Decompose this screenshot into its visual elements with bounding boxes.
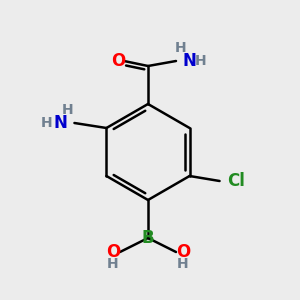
- Text: O: O: [111, 52, 125, 70]
- Text: H: H: [107, 257, 119, 271]
- Text: H: H: [195, 54, 207, 68]
- Text: H: H: [61, 103, 73, 117]
- Text: N: N: [182, 52, 196, 70]
- Text: B: B: [142, 229, 154, 247]
- Text: H: H: [41, 116, 52, 130]
- Text: O: O: [106, 243, 120, 261]
- Text: H: H: [177, 257, 189, 271]
- Text: Cl: Cl: [228, 172, 245, 190]
- Text: O: O: [176, 243, 190, 261]
- Text: H: H: [175, 41, 187, 55]
- Text: N: N: [54, 114, 68, 132]
